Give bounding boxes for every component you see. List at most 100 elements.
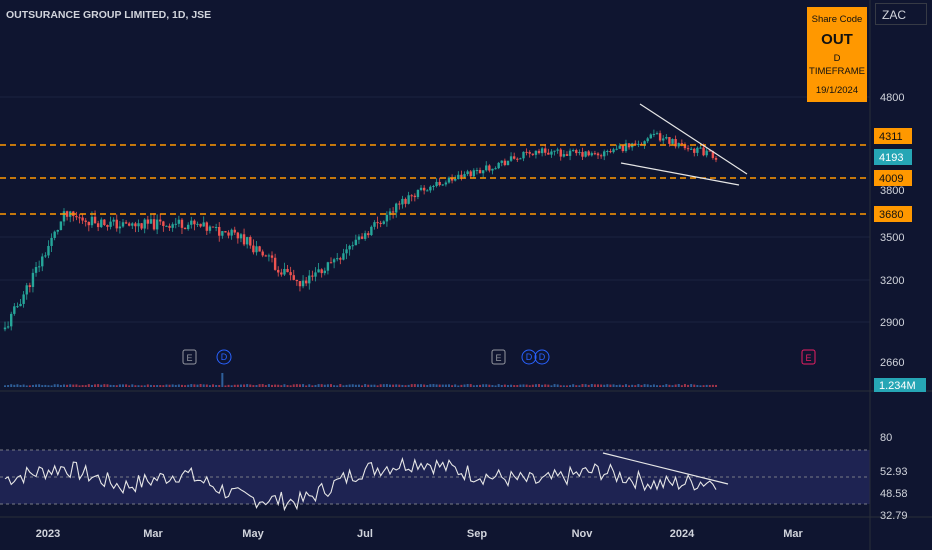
candle-body — [13, 306, 15, 314]
candle-body — [606, 151, 608, 152]
time-axis-label: Mar — [143, 528, 163, 540]
candle-body — [302, 281, 304, 287]
dividend-marker-label: D — [539, 352, 546, 362]
symbol-input[interactable]: ZAC — [875, 3, 927, 25]
candle-body — [619, 146, 621, 149]
rsi-axis: 80 52.93 48.58 32.79 — [874, 432, 914, 522]
volume-bar — [662, 385, 664, 387]
candle-body — [258, 246, 260, 251]
event-markers: E D E D D E — [183, 350, 815, 364]
volume-bar — [16, 384, 18, 387]
candle-body — [100, 220, 102, 227]
volume-bar — [287, 385, 289, 387]
candle-body — [296, 280, 298, 281]
volume-bar — [408, 385, 410, 387]
volume-bar — [153, 385, 155, 387]
candle-body — [311, 276, 313, 277]
candle-body — [153, 219, 155, 229]
candle-body — [50, 238, 52, 246]
candle-body — [681, 143, 683, 144]
volume-bar — [501, 385, 503, 387]
candle-body — [35, 267, 37, 273]
candle-body — [650, 134, 652, 138]
candle-body — [317, 269, 319, 272]
candle-body — [653, 134, 655, 135]
volume-bar — [572, 384, 574, 387]
volume-bar — [290, 385, 292, 387]
volume-bar — [243, 384, 245, 387]
volume-bar — [252, 385, 254, 387]
candle-body — [497, 163, 499, 168]
volume-tag-label: 1.234M — [879, 380, 916, 392]
candle-body — [379, 223, 381, 224]
volume-bar — [224, 385, 226, 387]
volume-bar — [63, 384, 65, 387]
volume-bar — [377, 385, 379, 387]
volume-bar — [293, 384, 295, 387]
volume-bar — [656, 385, 658, 387]
candle-body — [398, 204, 400, 205]
volume-bar — [358, 385, 360, 387]
volume-bar — [665, 384, 667, 387]
volume-bar — [690, 384, 692, 387]
volume-bar — [103, 384, 105, 387]
time-axis-label: Jul — [357, 528, 373, 540]
volume-bar — [141, 385, 143, 387]
volume-bar — [597, 384, 599, 387]
volume-bar — [495, 385, 497, 387]
volume-bar — [20, 385, 22, 387]
candle-body — [156, 220, 158, 230]
volume-bar — [346, 385, 348, 387]
dividend-marker-label: D — [526, 352, 533, 362]
volume-bar — [314, 385, 316, 387]
volume-bar — [352, 384, 354, 387]
candle-body — [134, 223, 136, 226]
volume-bar — [429, 384, 431, 387]
candle-body — [7, 326, 9, 327]
volume-bar — [85, 385, 87, 387]
candle-body — [10, 314, 12, 326]
candle-body — [628, 143, 630, 147]
volume-bar — [280, 385, 282, 387]
volume-bar — [97, 384, 99, 387]
volume-bar — [395, 384, 397, 387]
candle-body — [702, 148, 704, 156]
candle-body — [305, 281, 307, 284]
volume-bar — [268, 384, 270, 387]
volume-bar — [212, 384, 214, 387]
candle-body — [255, 246, 257, 252]
volume-bar — [128, 385, 130, 387]
volume-bar — [373, 385, 375, 387]
candle-body — [504, 161, 506, 165]
candle-body — [715, 158, 717, 160]
candle-body — [448, 178, 450, 183]
time-axis-label: Nov — [572, 528, 594, 540]
candle-body — [609, 151, 611, 152]
volume-bar — [271, 385, 273, 387]
candle-body — [665, 137, 667, 138]
candle-body — [94, 217, 96, 224]
candle-body — [178, 220, 180, 224]
volume-bar — [578, 385, 580, 387]
volume-bar — [156, 385, 158, 387]
candle-body — [426, 190, 428, 191]
candle-body — [271, 255, 273, 257]
time-axis: 2023 Mar May Jul Sep Nov 2024 Mar — [36, 528, 804, 540]
candle-body — [122, 222, 124, 226]
volume-bar — [600, 385, 602, 387]
candle-body — [414, 196, 416, 197]
level-tag-label: 3680 — [879, 209, 903, 221]
candle-body — [159, 220, 161, 222]
candle-body — [637, 144, 639, 145]
candle-body — [535, 151, 537, 155]
volume-bar — [439, 385, 441, 387]
volume-bar — [523, 384, 525, 387]
candle-body — [370, 227, 372, 235]
candle-body — [147, 220, 149, 224]
volume-bar — [526, 385, 528, 387]
candle-body — [392, 211, 394, 212]
volume-bar — [448, 384, 450, 387]
volume-bar — [110, 385, 112, 387]
volume-bar — [228, 385, 230, 387]
volume-bar — [138, 385, 140, 387]
